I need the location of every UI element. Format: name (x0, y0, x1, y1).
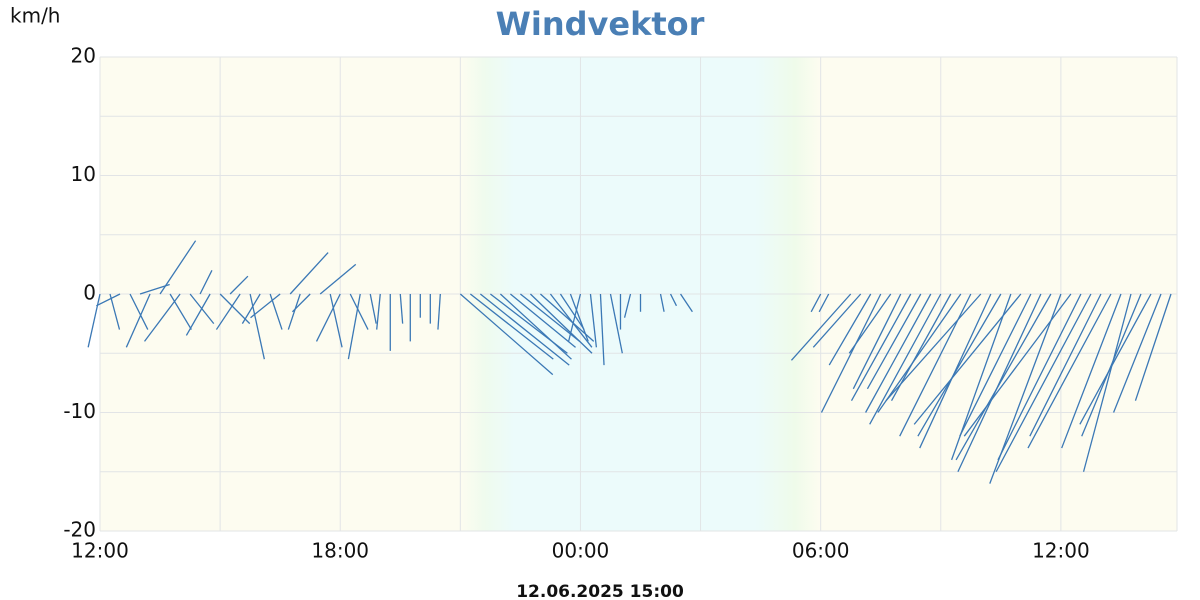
wind-vector (589, 293, 598, 348)
wind-vector (790, 293, 852, 361)
wind-vector (865, 293, 932, 413)
wind-vector (995, 293, 1092, 473)
wind-vector (812, 293, 862, 348)
wind-vector (679, 293, 693, 313)
y-tick-label: 20 (71, 44, 96, 68)
wind-vector (869, 293, 942, 425)
wind-vector (1081, 293, 1142, 437)
wind-vector (567, 293, 582, 342)
wind-vector (963, 293, 1072, 437)
wind-vector (1082, 293, 1132, 472)
wind-vector (1061, 293, 1122, 449)
wind-vector (499, 293, 572, 360)
wind-vector (959, 293, 1032, 437)
wind-vector (169, 293, 192, 330)
x-tick-label: 18:00 (311, 539, 369, 563)
chart-title: Windvektor (496, 5, 705, 43)
wind-vector (599, 293, 605, 366)
y-tick-label: 10 (71, 162, 96, 186)
wind-vector (917, 293, 1002, 437)
wind-vector (549, 293, 593, 348)
wind-vector (818, 293, 830, 313)
wind-vector (129, 293, 149, 330)
wind-vector (125, 293, 151, 348)
x-tick-label: 12:00 (71, 539, 129, 563)
wind-vector (848, 293, 892, 354)
wind-vector (469, 293, 554, 360)
footer-date: 12.06.2025 15:00 (516, 582, 684, 600)
wind-vector (199, 270, 213, 295)
wind-vector (459, 293, 554, 376)
wind-vector (319, 263, 357, 295)
y-tick-label: -20 (63, 518, 96, 542)
wind-vector (1112, 293, 1162, 413)
wind-vector (479, 293, 570, 366)
wind-vector (96, 293, 121, 307)
wind-vector (820, 293, 882, 413)
wind-vector (347, 293, 361, 360)
wind-vector (289, 252, 329, 295)
x-tick-label: 06:00 (792, 539, 850, 563)
wind-vector (885, 293, 982, 402)
wind-vector (349, 293, 369, 330)
wind-vector (109, 293, 121, 330)
wind-vector (215, 293, 241, 330)
wind-vector (329, 293, 343, 348)
wind-vector (659, 293, 665, 312)
wind-vector (1134, 293, 1172, 401)
wind-vector (828, 293, 872, 366)
wind-vector (623, 293, 632, 318)
wind-vector (866, 293, 922, 390)
wind-vector (250, 293, 281, 319)
x-tick-label: 00:00 (552, 539, 610, 563)
wind-vector (369, 293, 377, 324)
wind-vector (376, 293, 381, 330)
y-tick-label: 0 (83, 281, 96, 305)
wind-vector (1027, 293, 1112, 449)
wind-vector (509, 293, 576, 348)
wind-vector (529, 293, 593, 354)
wind-vector (241, 293, 261, 324)
wind-vector (519, 293, 581, 342)
wind-vector (852, 293, 902, 390)
wind-vector (913, 293, 1022, 425)
y-tick-label: -10 (63, 399, 96, 423)
wind-vector (159, 240, 197, 295)
wind-vector (877, 293, 962, 413)
y-axis-unit: km/h (10, 4, 60, 28)
wind-vector (955, 293, 1052, 461)
wind-vector (144, 293, 181, 342)
wind-vector (249, 293, 265, 360)
wind-vector (810, 293, 822, 313)
wind-vector (291, 293, 311, 313)
wind-vector (569, 293, 589, 342)
wind-vector (437, 293, 441, 330)
x-tick-label: 12:00 (1032, 539, 1090, 563)
wind-vector (87, 293, 101, 348)
wind-vector (185, 293, 211, 336)
wind-vector (287, 293, 301, 330)
wind-vector (609, 293, 623, 354)
wind-vector (315, 293, 341, 342)
wind-vector (997, 293, 1082, 461)
wind-vector (229, 275, 249, 295)
wind-vector (1029, 293, 1102, 437)
wind-vector (669, 293, 678, 307)
wind-vector (399, 293, 404, 324)
wind-vector (559, 293, 585, 330)
wind-vector (850, 293, 912, 401)
wind-vector (1079, 293, 1152, 425)
